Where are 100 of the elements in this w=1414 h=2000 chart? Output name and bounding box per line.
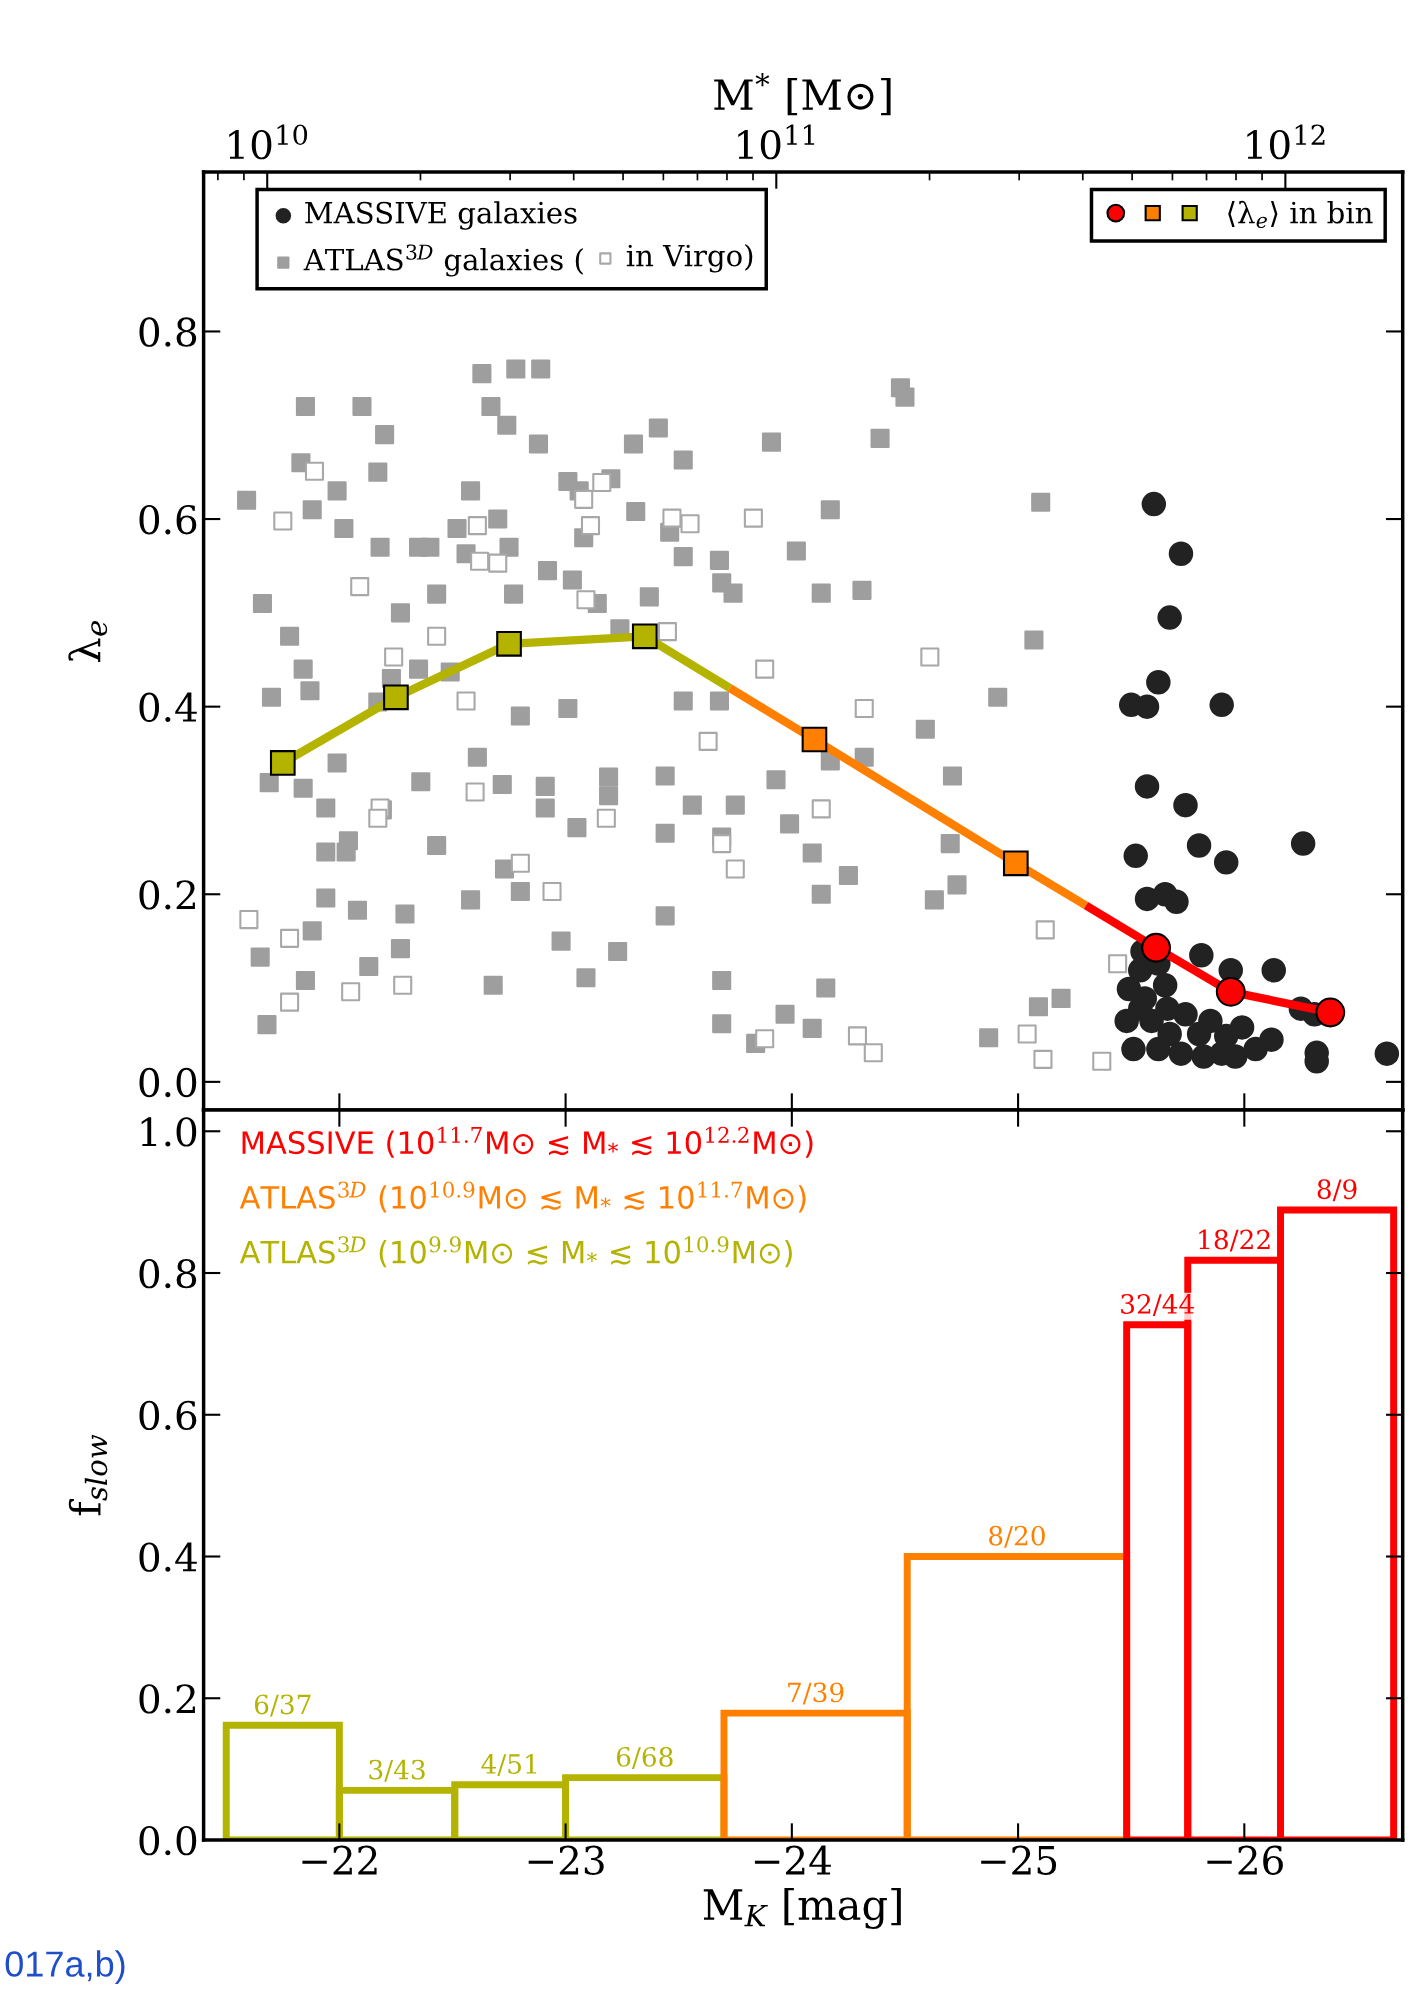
point xyxy=(1374,1041,1400,1066)
point xyxy=(1198,1008,1223,1034)
point xyxy=(384,647,404,667)
point xyxy=(712,834,732,854)
point xyxy=(1092,1051,1112,1071)
point xyxy=(698,731,718,751)
point xyxy=(1155,996,1180,1021)
y-tick-label: 0.2 xyxy=(139,880,195,910)
data-label: 8/9 xyxy=(1317,1179,1357,1202)
x-tick-label: −26 xyxy=(1207,1845,1283,1875)
point xyxy=(1033,1049,1053,1069)
data-label: 7/39 xyxy=(788,1682,844,1705)
point xyxy=(383,684,409,711)
point xyxy=(1146,670,1171,695)
y-tick-label: 0.2 xyxy=(139,1684,195,1714)
point xyxy=(1123,843,1148,869)
point xyxy=(1152,973,1178,998)
y-tick-label: 0.6 xyxy=(139,504,197,535)
y-tick-label: 0.8 xyxy=(139,1258,197,1289)
point xyxy=(1164,889,1189,914)
point xyxy=(467,516,487,536)
point xyxy=(1168,1041,1194,1066)
point xyxy=(1035,920,1055,940)
point xyxy=(1261,958,1286,983)
x2-tick-label: 10$^{10}$ xyxy=(229,124,308,160)
y-tick-label: 0.6 xyxy=(139,1400,197,1431)
point xyxy=(465,782,485,802)
point xyxy=(1215,976,1246,1007)
point xyxy=(341,982,361,1002)
x2-axis-title: M$^{*}$ [M⊙] xyxy=(714,72,891,116)
point xyxy=(1002,850,1029,877)
point xyxy=(510,853,530,873)
y-axis-title: f$_{slow}$ xyxy=(68,1434,108,1516)
point xyxy=(631,623,658,650)
y-tick-label: 0.0 xyxy=(139,1067,197,1098)
point xyxy=(743,508,763,528)
point xyxy=(1191,1044,1216,1069)
point xyxy=(239,910,259,930)
point xyxy=(662,508,682,528)
annotation: MASSIVE (10$^{11.7}$M⊙ ≲ M$_{*}$ ≲ 10$^{12.2}$M⊙) xyxy=(242,1126,813,1158)
point xyxy=(1134,774,1160,799)
x2-tick-label: 10$^{11}$ xyxy=(738,124,815,160)
point xyxy=(580,516,601,536)
point xyxy=(280,992,300,1012)
point xyxy=(801,726,828,753)
x2-tick-label: 10$^{12}$ xyxy=(1247,124,1325,160)
data-label: 18/22 xyxy=(1199,1229,1270,1252)
point xyxy=(1209,692,1234,718)
point xyxy=(456,691,476,711)
point xyxy=(304,461,325,481)
point xyxy=(427,626,447,646)
point xyxy=(1141,932,1172,963)
point xyxy=(920,647,940,667)
point xyxy=(847,1026,867,1046)
data-label: 6/68 xyxy=(616,1746,673,1769)
x-tick-label: −23 xyxy=(528,1845,604,1875)
data-label: 6/37 xyxy=(254,1694,311,1717)
point xyxy=(1315,997,1346,1028)
point xyxy=(496,630,522,657)
point xyxy=(725,859,745,879)
point xyxy=(1168,541,1194,566)
data-label: 4/51 xyxy=(481,1753,537,1777)
point xyxy=(1173,792,1198,818)
point xyxy=(1186,833,1212,858)
point xyxy=(1017,1024,1037,1044)
point xyxy=(576,590,596,610)
point xyxy=(393,975,413,995)
point xyxy=(1290,831,1316,856)
data-label: 32/44 xyxy=(1121,1294,1194,1317)
point xyxy=(1259,1027,1284,1052)
y-tick-label: 0.4 xyxy=(139,692,197,722)
point xyxy=(269,750,296,776)
point xyxy=(470,551,490,571)
point xyxy=(680,514,700,534)
text: ⟨λ$_{e}$⟩ in bin xyxy=(1228,200,1373,229)
text: 017a,b) xyxy=(5,1950,125,1984)
point xyxy=(863,1043,883,1063)
y-tick-label: 0.8 xyxy=(139,317,197,347)
point xyxy=(350,577,370,597)
point xyxy=(280,928,300,948)
text: ATLAS$^{3D}$ (10$^{9.9}$M⊙ ≲ M$_{*}$ ≲ 10$^{10.9}$M⊙) xyxy=(239,1236,792,1268)
point xyxy=(273,511,293,531)
point xyxy=(368,808,388,828)
x-axis-title: M$_{K}$ [mag] xyxy=(703,1888,901,1929)
point xyxy=(1223,1044,1248,1069)
point xyxy=(1229,1015,1255,1040)
point xyxy=(592,472,612,493)
point xyxy=(1146,1036,1171,1062)
data-label: 8/20 xyxy=(989,1525,1045,1548)
x-tick-label: −22 xyxy=(302,1845,377,1875)
point xyxy=(755,659,775,679)
point xyxy=(1189,942,1214,968)
point xyxy=(1213,850,1239,875)
text: ATLAS$^{3D}$ (10$^{10.9}$M⊙ ≲ M$_{*}$ ≲ 10$^{11.7}$M⊙) xyxy=(239,1181,806,1213)
point xyxy=(1141,491,1167,517)
point xyxy=(755,1029,775,1049)
legend-label: ATLAS$^{3D}$ galaxies ( xyxy=(303,244,583,277)
point xyxy=(1121,1036,1146,1062)
y-tick-label: 1.0 xyxy=(141,1117,197,1147)
point xyxy=(596,808,616,828)
